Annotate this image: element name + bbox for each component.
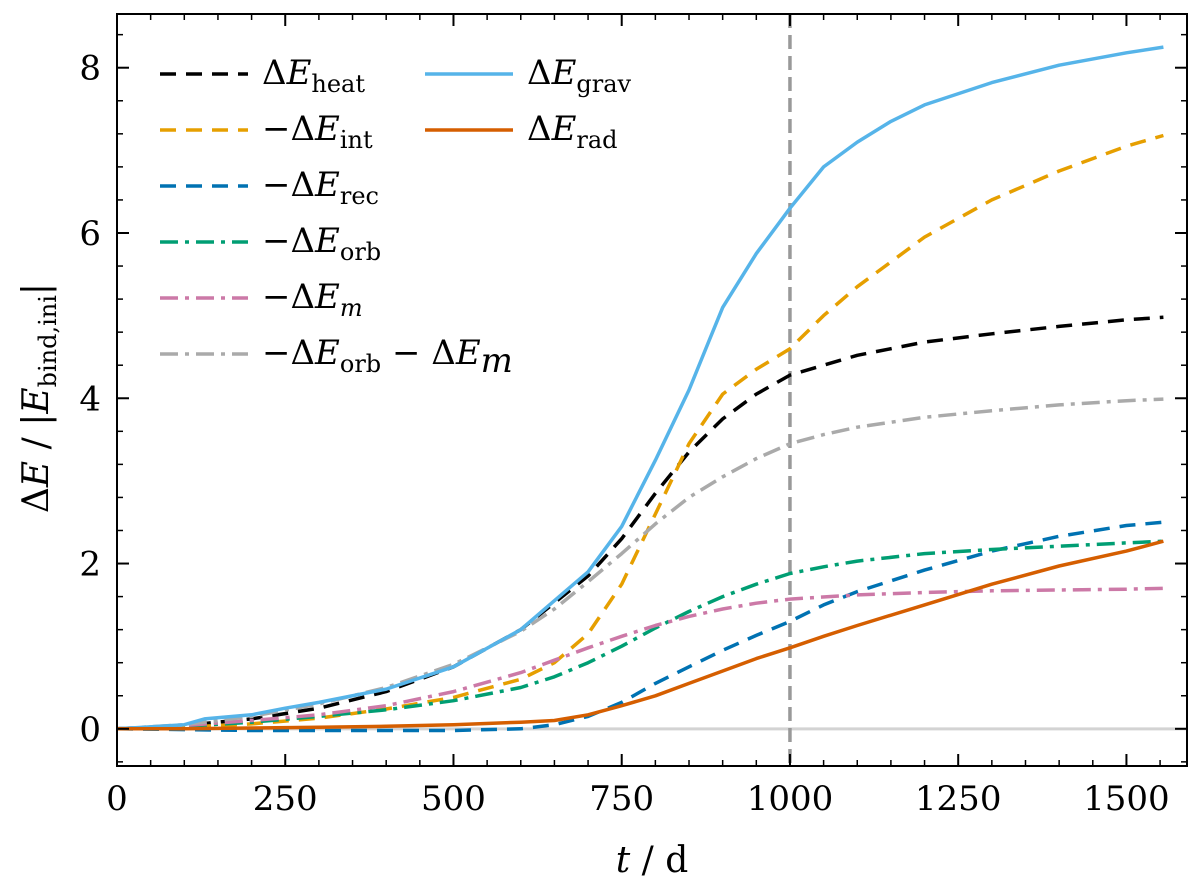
legend-entry-5: −ΔEorb − ΔEm xyxy=(160,333,513,381)
legend-entry-1: −ΔEint xyxy=(160,109,373,154)
series-line-7 xyxy=(117,539,1164,731)
x-tick-label: 1250 xyxy=(915,779,1002,819)
y-tick-label: 4 xyxy=(79,379,101,419)
legend-label: −ΔEorb − ΔEm xyxy=(262,333,513,381)
x-axis-label: t / d xyxy=(616,840,689,881)
series-line-0 xyxy=(116,315,1164,731)
y-tick-label: 6 xyxy=(79,214,101,254)
legend-entry-4: −ΔEm xyxy=(160,277,363,322)
series-layer xyxy=(116,45,1164,733)
series-line-1 xyxy=(116,133,1164,731)
y-tick-label: 0 xyxy=(79,710,101,750)
series-line-6 xyxy=(116,45,1164,731)
y-axis-label: ΔE / |Ebind,ini| xyxy=(16,283,62,513)
legend-label: −ΔErec xyxy=(262,165,379,210)
legend-label: −ΔEm xyxy=(262,277,363,322)
x-tick-label: 0 xyxy=(106,779,128,819)
legend-entry-6: ΔEgrav xyxy=(425,53,632,98)
legend-entry-2: −ΔErec xyxy=(160,165,379,210)
legend-label: −ΔEint xyxy=(262,109,373,154)
legend-entry-3: −ΔEorb xyxy=(160,221,381,266)
plot-frame xyxy=(116,13,1188,767)
legend-label: −ΔEorb xyxy=(262,221,381,266)
x-tick-label: 500 xyxy=(421,779,486,819)
x-tick-label: 1000 xyxy=(747,779,834,819)
legend: ΔEheat −ΔEint −ΔErec −ΔEorb −ΔEm −ΔEorb − ΔEm… xyxy=(160,53,632,381)
legend-label: ΔEgrav xyxy=(527,53,632,98)
axes-layer: 0 250 500 750 1000 1250 1500 0 2 4 6 8 xyxy=(79,13,1188,819)
series-line-5 xyxy=(116,397,1164,731)
y-tick-label: 2 xyxy=(79,545,101,585)
x-tick-label: 1500 xyxy=(1083,779,1170,819)
legend-entry-0: ΔEheat xyxy=(160,53,365,98)
series-line-3 xyxy=(116,539,1164,731)
x-tick-label: 250 xyxy=(253,779,318,819)
x-tick-label: 750 xyxy=(589,779,654,819)
y-tick-label: 8 xyxy=(79,49,101,89)
series-line-4 xyxy=(116,586,1164,731)
legend-label: ΔErad xyxy=(527,109,618,154)
legend-label: ΔEheat xyxy=(262,53,365,98)
series-line-2 xyxy=(116,520,1164,733)
legend-entry-7: ΔErad xyxy=(425,109,618,154)
